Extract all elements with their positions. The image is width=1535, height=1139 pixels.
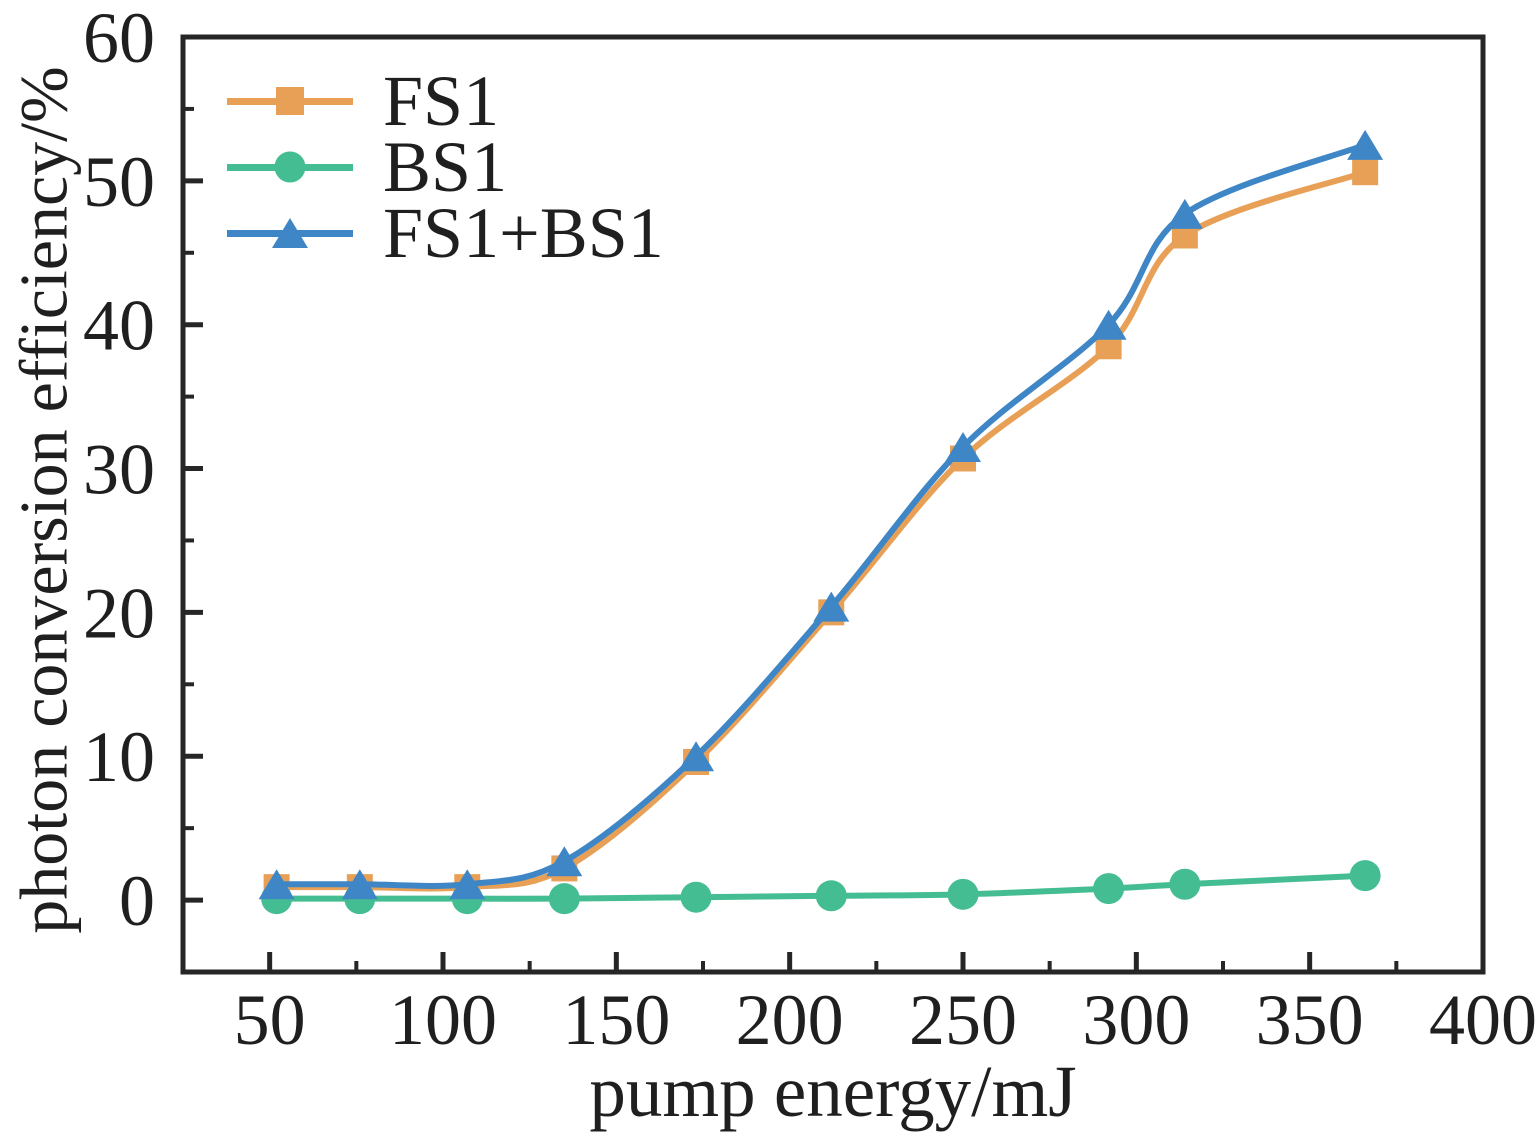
series-fs1-marker [1352, 159, 1379, 186]
legend-row-bs1: BS1 [227, 127, 664, 207]
series-fs1+bs1-line [273, 141, 1369, 889]
series-fs1+bs1-marker [945, 431, 981, 462]
x-tick-label: 300 [1082, 980, 1190, 1060]
series-fs1+bs1-marker [813, 591, 850, 622]
y-tick-label: 50 [83, 142, 155, 222]
legend-label: FS1+BS1 [383, 193, 664, 273]
y-tick-label: 30 [83, 430, 155, 510]
series-bs1-marker [548, 883, 580, 915]
legend-sample [227, 147, 353, 187]
series-fs1+bs1-marker [341, 869, 378, 900]
legend-row-fs1+bs1: FS1+BS1 [227, 193, 664, 273]
plot-frame [180, 34, 1486, 975]
series-fs1+bs1-marker [449, 869, 486, 900]
triangle-marker-icon [272, 218, 308, 248]
series-bs1-marker [1093, 873, 1125, 905]
series-fs1+bs1-marker [546, 846, 583, 877]
series-bs1-marker [1349, 860, 1381, 892]
series-fs1+bs1-marker [1090, 309, 1127, 340]
y-tick-label: 40 [83, 286, 155, 366]
y-tick-label: 20 [83, 573, 155, 653]
series-bs1-marker [1169, 868, 1201, 900]
x-tick-label: 200 [736, 980, 844, 1060]
x-tick-label: 350 [1256, 980, 1364, 1060]
x-tick-label: 150 [562, 980, 670, 1060]
series-bs1-line [273, 872, 1369, 902]
legend-label: BS1 [383, 127, 508, 207]
series-bs1-marker [815, 880, 847, 912]
legend-sample [227, 213, 353, 253]
legend-row-fs1: FS1 [227, 61, 664, 141]
y-tick-label: 60 [83, 0, 155, 78]
x-tick-label: 400 [1429, 980, 1535, 1060]
y-tick-label: 10 [83, 717, 155, 797]
y-tick-label: 0 [119, 861, 155, 941]
series-bs1-marker [680, 881, 712, 913]
x-axis-label: pump energy/mJ [589, 1051, 1077, 1132]
series-fs1+bs1-marker [678, 741, 715, 772]
series-bs1-marker [947, 878, 979, 910]
x-tick-label: 50 [234, 980, 306, 1060]
series-fs1+bs1-marker [1347, 129, 1384, 160]
y-axis-label: photon conversion efficiency/% [5, 66, 82, 934]
legend: FS1 BS1 FS1+BS1 [227, 61, 664, 273]
series-fs1+bs1-marker [258, 869, 295, 900]
series-fs1-line [273, 169, 1369, 892]
legend-label: FS1 [383, 61, 500, 141]
circle-marker-icon [274, 151, 306, 183]
series-fs1+bs1-marker [1166, 198, 1203, 229]
square-marker-icon [276, 87, 304, 115]
x-tick-label: 250 [909, 980, 1017, 1060]
x-tick-label: 100 [389, 980, 497, 1060]
legend-sample [227, 81, 353, 121]
